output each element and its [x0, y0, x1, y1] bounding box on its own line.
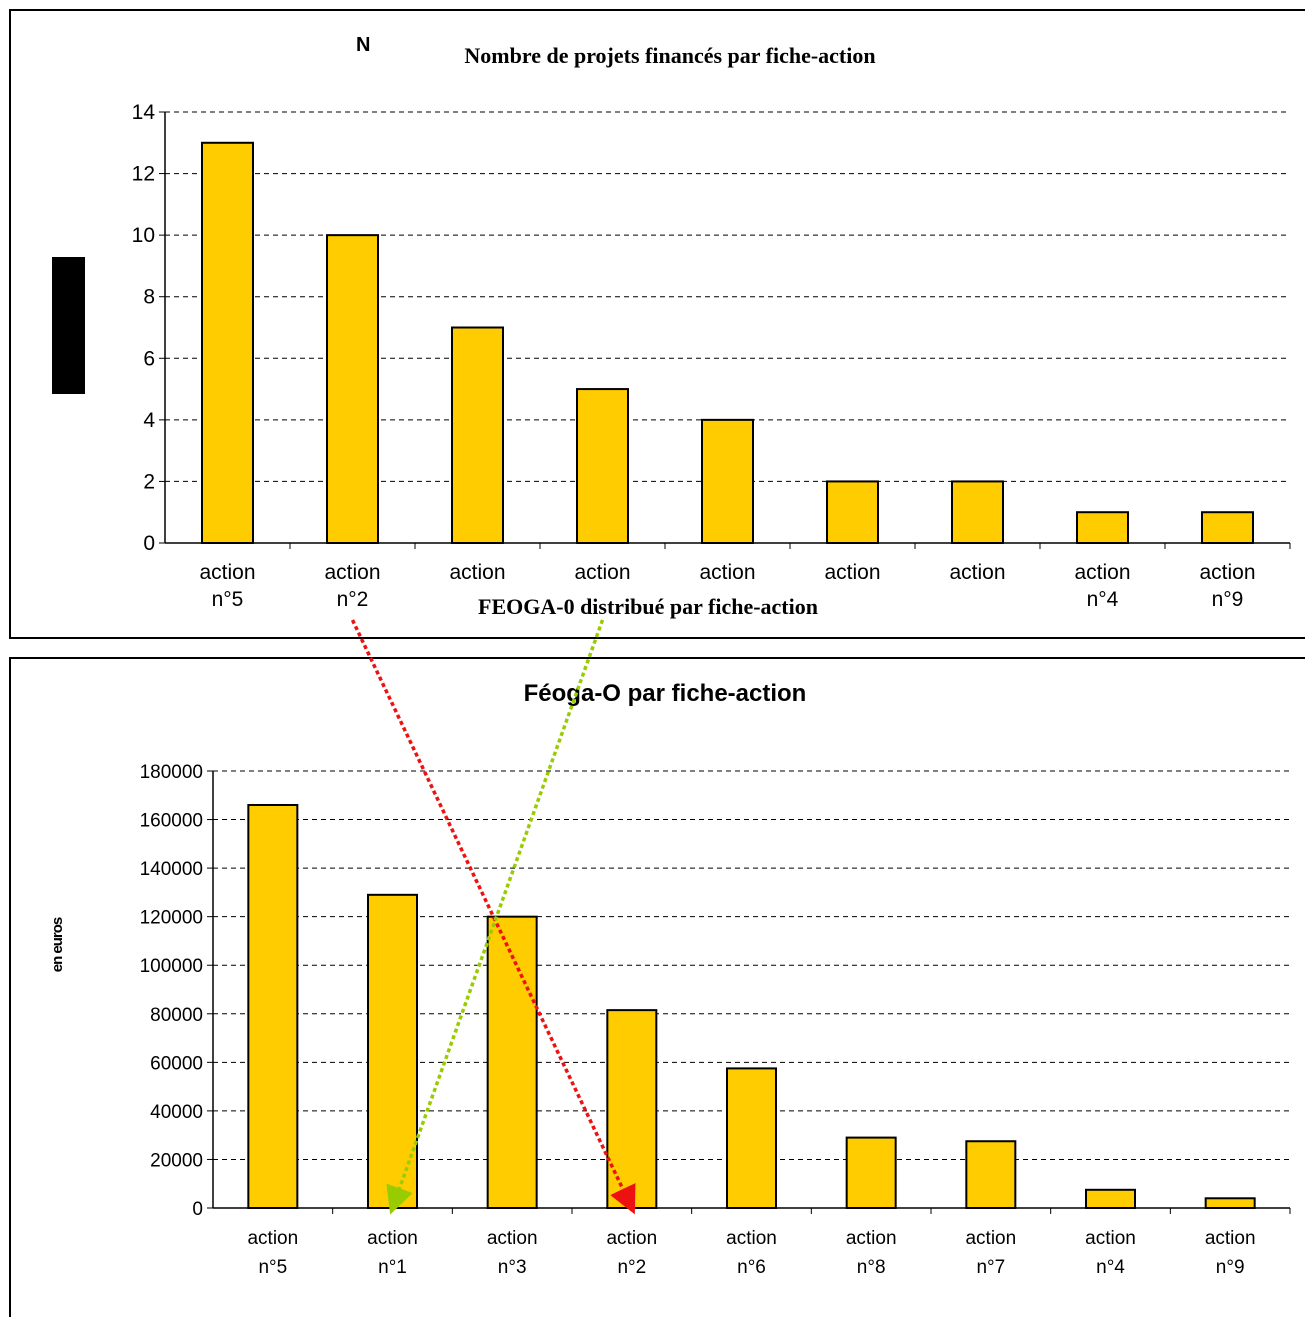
chart2-bar [486, 915, 538, 1210]
chart2-title: Féoga-O par fiche-action [524, 680, 807, 707]
chart2-x-label-number: n°8 [857, 1257, 886, 1278]
chart2-x-label: action [606, 1228, 657, 1249]
chart2-plot: 0 20000 40000 60000 80000 100000 120000 140000 1… [140, 762, 1291, 1278]
chart2-x-label: action [1085, 1228, 1136, 1249]
chart2-x-label-number: n°4 [1096, 1257, 1125, 1278]
chart1-x-label: action [574, 561, 630, 584]
chart2-y-tick-label: 80000 [150, 1005, 203, 1026]
chart1-bar [201, 141, 254, 545]
chart2-bar [606, 1009, 658, 1209]
chart2-x-label-number: n°3 [498, 1257, 527, 1278]
chart1-y-tick-label: 4 [143, 409, 155, 432]
chart1-x-label-number: n°4 [1087, 588, 1119, 611]
chart2-x-label-number: n°1 [378, 1257, 407, 1278]
chart2-x-label: action [846, 1228, 897, 1249]
chart1-bar [451, 326, 504, 544]
chart1-bar [701, 418, 754, 545]
chart2-y-axis-label: en euros [49, 917, 66, 972]
chart1-y-tick-label: 8 [143, 286, 155, 309]
redaction-block [52, 257, 85, 394]
chart2-y-tick-label: 0 [192, 1199, 203, 1220]
chart2-x-label-number: n°7 [976, 1257, 1005, 1278]
chart1-x-label: action [324, 561, 380, 584]
chart2-y-tick-label: 20000 [150, 1150, 203, 1171]
chart1-x-label-number: n°9 [1212, 588, 1244, 611]
chart1-bar [1201, 511, 1254, 545]
chart2-x-label-number: n°9 [1216, 1257, 1245, 1278]
chart1-bar [576, 388, 629, 545]
chart2-y-tick-label: 160000 [140, 811, 203, 832]
chart1-y-tick-label: 12 [132, 163, 155, 186]
chart1-title: Nombre de projets financés par fiche-act… [464, 43, 875, 68]
connector-arrow [386, 619, 605, 1215]
chart2-bar [367, 893, 418, 1209]
chart1-x-label: action [1074, 561, 1130, 584]
chart1-y-tick-label: 14 [132, 101, 156, 124]
chart2-x-label-number: n°2 [617, 1257, 646, 1278]
chart2-x-label: action [1205, 1228, 1256, 1249]
chart1-x-label: action [699, 561, 755, 584]
chart2-y-tick-label: 140000 [140, 859, 203, 880]
chart1-x-label: action [949, 561, 1005, 584]
chart2-y-tick-label: 180000 [140, 762, 203, 783]
chart2-x-label: action [487, 1228, 538, 1249]
chart2-bar [726, 1067, 777, 1210]
chart2-y-tick-label: 120000 [140, 908, 203, 929]
chart2-x-label: action [726, 1228, 777, 1249]
chart1-x-label: action [199, 561, 255, 584]
chart2-y-tick-label: 60000 [150, 1053, 203, 1074]
chart1-y-tick-label: 6 [143, 347, 155, 370]
chart1-x-label-number: n°2 [337, 588, 369, 611]
chart1-bar [826, 480, 879, 544]
chart1-y-tick-label: 0 [143, 532, 155, 555]
chart2-x-label: action [247, 1228, 298, 1249]
chart2-x-label-number: n°5 [258, 1257, 287, 1278]
chart2-x-label-number: n°6 [737, 1257, 766, 1278]
chart1-y-tick-label: 10 [132, 224, 155, 247]
chart2-y-tick-label: 40000 [150, 1102, 203, 1123]
chart1-overlay-text: FEOGA-0 distribué par fiche-action [478, 594, 818, 619]
chart2-y-tick-label: 100000 [140, 956, 203, 977]
chart1-x-label: action [1199, 561, 1255, 584]
chart1-x-label-number: n°5 [212, 588, 244, 611]
chart1-title-prefix: N [356, 34, 370, 56]
connector-arrows [350, 619, 636, 1215]
chart2-bar [1085, 1188, 1136, 1209]
chart2-bar [965, 1140, 1017, 1209]
chart2-bar [845, 1136, 897, 1210]
chart1-y-tick-label: 2 [143, 470, 155, 493]
chart1-bar [1076, 511, 1129, 545]
chart2-bar [247, 803, 299, 1209]
chart1-x-label: action [449, 561, 505, 584]
chart2-x-label: action [367, 1228, 418, 1249]
chart1-x-label: action [824, 561, 880, 584]
chart1-plot: 0 2 4 6 8 10 12 14 action n°5 action n°2 action actio… [132, 101, 1291, 611]
chart1-bar [951, 480, 1004, 544]
chart1-bar [326, 234, 379, 544]
chart2-bar [1204, 1197, 1256, 1210]
chart2-x-label: action [965, 1228, 1016, 1249]
connector-arrow [350, 619, 636, 1215]
